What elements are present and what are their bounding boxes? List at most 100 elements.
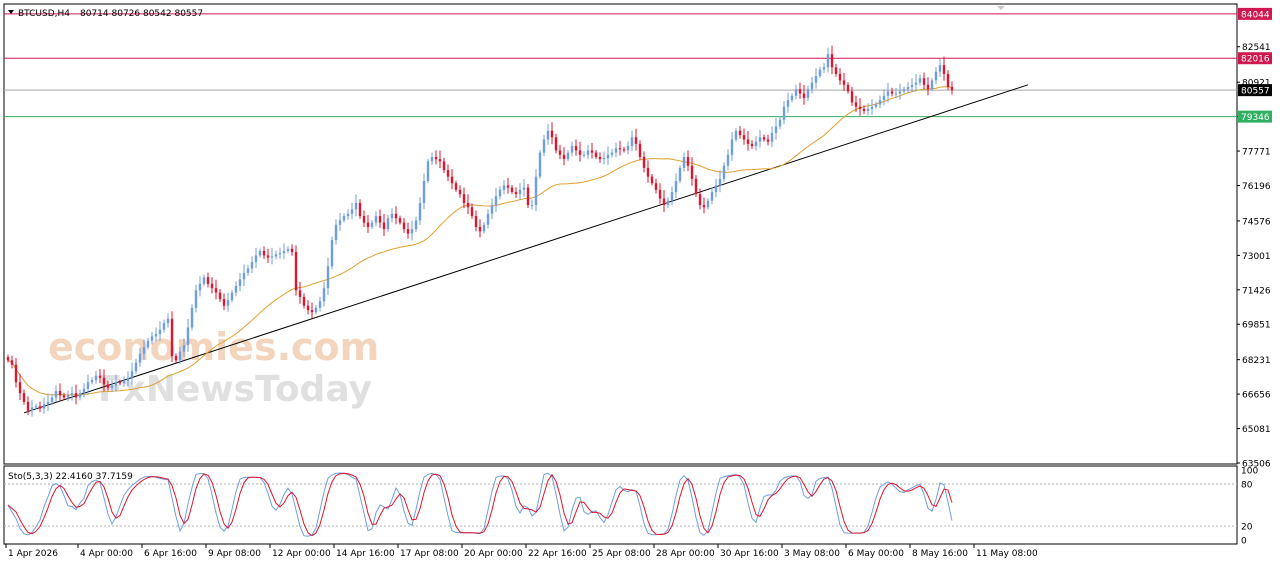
candle-body	[114, 382, 118, 386]
candle-body	[754, 141, 758, 147]
candle-body	[722, 165, 726, 179]
candle-body	[222, 299, 226, 306]
stoch-plot-frame	[3, 465, 1238, 545]
candle-body	[670, 191, 674, 201]
candle-body	[306, 305, 310, 311]
candle-body	[802, 93, 806, 98]
header-symbol: BTCUSD,H4	[18, 9, 70, 19]
candle-body	[654, 183, 658, 190]
x-tick-label: 11 May 08:00	[976, 549, 1038, 559]
candle-body	[142, 347, 146, 354]
candle-body	[902, 89, 906, 92]
candle-body	[202, 277, 206, 284]
x-tick-label: 14 Apr 16:00	[336, 549, 395, 559]
candle-body	[146, 340, 150, 348]
candle-body	[562, 154, 566, 160]
candle-body	[918, 78, 922, 83]
candle-body	[470, 207, 474, 217]
candle-body	[690, 165, 694, 179]
moving-average-line	[7, 86, 953, 396]
candle-body	[254, 255, 258, 262]
candle-body	[90, 380, 94, 383]
candle-body	[86, 382, 90, 389]
candle-body	[30, 407, 34, 411]
candle-body	[22, 393, 26, 402]
y-tick-label: 63506	[1242, 460, 1271, 470]
level-tag-bg-79346	[1238, 110, 1272, 123]
candle-body	[662, 198, 666, 206]
candle-body	[398, 218, 402, 223]
y-tick-label: 82541	[1242, 43, 1271, 53]
candle-body	[98, 375, 102, 378]
stoch-axis: 100 80 20 0	[1241, 467, 1258, 547]
x-tick-label: 20 Apr 00:00	[464, 549, 523, 559]
candle-body	[214, 288, 218, 293]
candle-body	[818, 69, 822, 77]
candle-body	[866, 108, 870, 112]
candle-body	[718, 178, 722, 186]
level-tag-80557: 80557	[1241, 87, 1270, 97]
x-tick-label: 6 May 00:00	[848, 549, 904, 559]
candle-body	[838, 73, 842, 81]
candle-body	[482, 224, 486, 232]
watermark-line1: economies.com	[48, 325, 379, 369]
candle-body	[646, 167, 650, 177]
candle-body	[506, 185, 510, 188]
candle-body	[874, 104, 878, 107]
candle-body	[618, 148, 622, 150]
candle-body	[6, 357, 10, 361]
candle-body	[622, 149, 626, 151]
y-tick-label: 68231	[1242, 356, 1271, 366]
candle-body	[790, 95, 794, 101]
candle-body	[594, 152, 598, 157]
candle-body	[474, 216, 478, 227]
candle-body	[310, 310, 314, 313]
candle-body	[94, 375, 98, 381]
candle-body	[134, 362, 138, 372]
stoch-tick-label: 100	[1241, 467, 1258, 477]
candle-body	[314, 307, 318, 313]
candle-body	[870, 106, 874, 109]
trendline	[23, 84, 1029, 414]
candle-body	[674, 181, 678, 192]
candle-body	[174, 355, 178, 361]
level-tag-79346: 79346	[1241, 113, 1270, 123]
candle-body	[590, 150, 594, 153]
level-tag-82016: 82016	[1241, 55, 1270, 65]
candle-body	[446, 170, 450, 177]
candle-body	[694, 178, 698, 195]
candle-body	[410, 229, 414, 234]
candle-body	[138, 353, 142, 363]
candle-body	[490, 205, 494, 214]
candle-body	[430, 156, 434, 162]
candle-body	[546, 130, 550, 140]
candle-body	[566, 152, 570, 160]
candle-body	[730, 139, 734, 155]
candle-body	[302, 296, 306, 306]
candle-body	[406, 229, 410, 234]
scroll-marker-icon[interactable]	[997, 6, 1005, 10]
candle-body	[602, 158, 606, 160]
collapse-arrow-icon[interactable]	[8, 10, 14, 14]
candle-body	[862, 108, 866, 112]
candle-body	[294, 252, 298, 291]
candle-body	[650, 176, 654, 184]
candle-body	[270, 256, 274, 258]
candle-body	[366, 222, 370, 227]
candle-body	[462, 194, 466, 203]
candle-body	[54, 390, 58, 398]
candle-body	[726, 154, 730, 166]
candle-body	[242, 272, 246, 280]
candle-body	[686, 156, 690, 166]
candle-body	[82, 388, 86, 394]
candle-body	[606, 154, 610, 159]
time-axis: 1 Apr 2026 4 Apr 00:00 6 Apr 16:00 9 Apr 08…	[5, 544, 1038, 559]
candle-body	[834, 67, 838, 74]
candle-body	[846, 84, 850, 92]
y-tick-label: 69851	[1242, 321, 1271, 331]
stoch-signal-line	[7, 472, 953, 537]
candle-body	[858, 106, 862, 109]
candle-body	[638, 143, 642, 157]
candle-body	[322, 288, 326, 302]
candle-body	[226, 300, 230, 306]
